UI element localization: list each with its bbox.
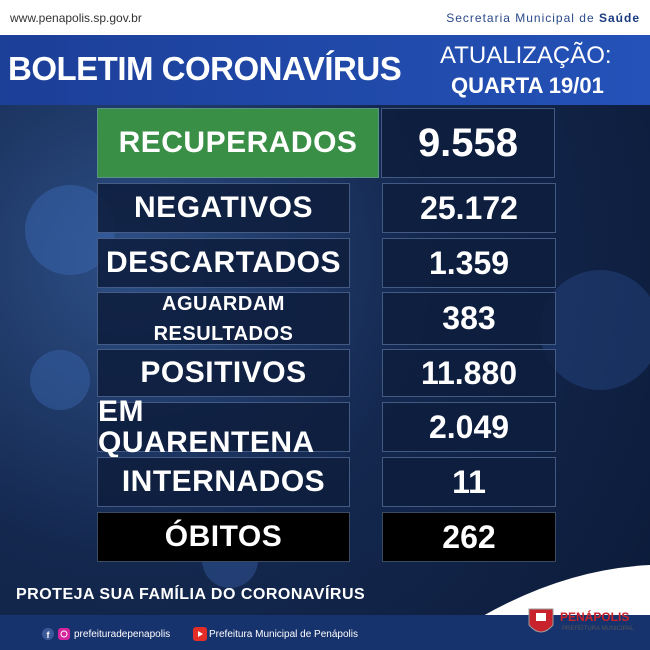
row-label: AGUARDAM RESULTADOS <box>97 292 350 345</box>
row-value: 11.880 <box>382 349 556 397</box>
logo-subtitle: PREFEITURA MUNICIPAL <box>562 626 634 632</box>
update-label: ATUALIZAÇÃO: <box>440 42 612 69</box>
svg-text:f: f <box>47 630 51 640</box>
row-label-line: EM QUARENTENA <box>98 394 315 459</box>
row-label: EM QUARENTENA <box>97 395 350 458</box>
row-label-line: ÓBITOS <box>164 520 283 554</box>
row-label: NEGATIVOS <box>97 183 350 233</box>
row-value: 2.049 <box>382 402 556 452</box>
department-name: Saúde <box>598 11 640 25</box>
logo-crest <box>528 608 554 633</box>
department: Secretaria Municipal de Saúde <box>446 11 640 25</box>
social-handle[interactable]: prefeituradepenapolis <box>74 629 171 640</box>
row-label-line: DESCARTADOS <box>106 246 341 280</box>
title: BOLETIM CORONAVÍRUS <box>8 50 402 87</box>
row-value: 11 <box>382 457 556 507</box>
row-label-line: RESULTADOS <box>153 322 294 345</box>
row-label: ÓBITOS <box>97 512 350 562</box>
department-prefix: Secretaria Municipal de <box>446 11 595 25</box>
row-label-line: RECUPERADOS <box>118 126 358 160</box>
row-label: RECUPERADOS <box>97 108 379 178</box>
row-label: INTERNADOS <box>97 457 350 507</box>
slogan: PROTEJA SUA FAMÍLIA DO CORONAVÍRUS <box>16 586 366 603</box>
youtube-channel[interactable]: Prefeitura Municipal de Penápolis <box>209 629 358 640</box>
row-value: 25.172 <box>382 183 556 233</box>
row-label-line: INTERNADOS <box>121 465 326 499</box>
row-value: 262 <box>382 512 556 562</box>
banner <box>0 35 650 105</box>
website-url[interactable]: www.penapolis.sp.gov.br <box>10 11 142 25</box>
row-label-line: NEGATIVOS <box>134 191 313 225</box>
row-label: DESCARTADOS <box>97 238 350 288</box>
row-label-line: POSITIVOS <box>140 356 307 390</box>
row-label-line: AGUARDAM <box>162 292 285 315</box>
row-value: 383 <box>382 292 556 345</box>
top-bar <box>0 0 650 35</box>
update-date: QUARTA 19/01 <box>451 73 604 98</box>
row-value: 1.359 <box>382 238 556 288</box>
youtube-icon <box>193 627 207 641</box>
logo-name: PENÁPOLIS <box>560 610 630 624</box>
row-value: 9.558 <box>381 108 555 178</box>
row-label: POSITIVOS <box>97 349 350 397</box>
social-icons: f <box>42 628 70 640</box>
